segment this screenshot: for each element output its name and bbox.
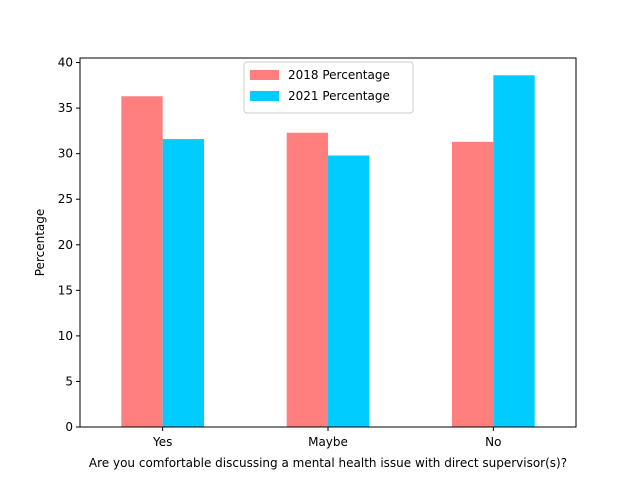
y-tick-label: 25 <box>58 192 73 206</box>
bar-yes-series-2 <box>162 139 204 428</box>
x-tick-label: Maybe <box>308 435 348 449</box>
bars-layer <box>121 75 535 428</box>
legend-label-series-2: 2021 Percentage <box>288 89 390 103</box>
y-tick-label: 35 <box>58 101 73 115</box>
bar-yes-series-1 <box>121 96 163 428</box>
legend-swatch-series-1 <box>250 70 279 80</box>
y-tick-label: 10 <box>58 329 73 343</box>
bar-no-series-2 <box>493 75 535 428</box>
bar-maybe-series-1 <box>286 132 328 427</box>
legend-swatch-series-2 <box>250 91 279 101</box>
x-axis: Yes Maybe No <box>152 427 501 449</box>
legend-label-series-1: 2018 Percentage <box>288 68 390 82</box>
legend-box <box>243 61 414 114</box>
bar-no-series-1 <box>452 141 494 428</box>
x-axis-label: Are you comfortable discussing a mental … <box>89 456 567 470</box>
y-axis-label: Percentage <box>33 209 47 277</box>
bar-maybe-series-2 <box>328 155 370 427</box>
y-axis: 0 5 10 15 20 25 30 35 40 <box>58 56 80 434</box>
y-tick-label: 30 <box>58 147 73 161</box>
y-tick-label: 15 <box>58 283 73 297</box>
y-tick-label: 5 <box>65 374 73 388</box>
y-tick-label: 40 <box>58 56 73 70</box>
legend: 2018 Percentage 2021 Percentage <box>243 61 414 114</box>
x-tick-label: No <box>485 435 501 449</box>
y-tick-label: 0 <box>65 420 73 434</box>
y-tick-label: 20 <box>58 238 73 252</box>
x-tick-label: Yes <box>152 435 172 449</box>
